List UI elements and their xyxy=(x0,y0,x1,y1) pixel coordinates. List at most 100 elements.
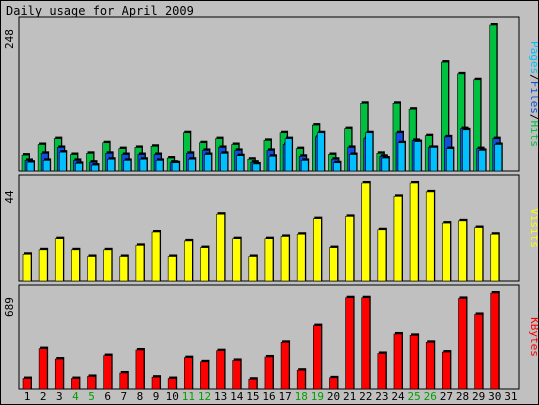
bar-visits-day-30 xyxy=(490,233,500,282)
bar-kbytes-day-29 xyxy=(474,314,483,390)
bar-visits-day-17 xyxy=(280,236,290,282)
bar-kbytes-day-12 xyxy=(200,361,209,390)
bar-visits-day-29 xyxy=(474,227,483,282)
bar-pages-day-15 xyxy=(252,163,261,172)
y-label-visits: Visits xyxy=(528,208,538,248)
bar-pages-day-9 xyxy=(155,160,164,172)
x-tick-label-day-11: 11 xyxy=(182,390,195,403)
bar-visits-day-1 xyxy=(22,253,32,282)
y-tick-max-visits: 44 xyxy=(3,190,16,204)
bar-kbytes-day-21 xyxy=(345,297,354,390)
x-tick-label-day-19: 19 xyxy=(311,390,324,403)
bar-visits-day-16 xyxy=(264,238,274,282)
bar-kbytes-day-18 xyxy=(296,369,306,390)
x-tick-label-day-4: 4 xyxy=(72,390,79,403)
bar-pages-day-3 xyxy=(58,151,67,172)
bar-visits-day-6 xyxy=(103,249,112,282)
bar-visits-day-25 xyxy=(409,182,419,282)
bar-pages-day-5 xyxy=(91,164,99,172)
bar-pages-day-8 xyxy=(139,158,148,172)
bar-visits-day-18 xyxy=(296,233,306,282)
bar-kbytes-day-20 xyxy=(329,377,338,390)
bar-pages-day-19 xyxy=(317,132,325,172)
bar-pages-day-13 xyxy=(220,153,228,172)
bar-kbytes-day-27 xyxy=(442,351,451,390)
x-tick-label-day-28: 28 xyxy=(456,390,469,403)
y-label-kbytes: KBytes xyxy=(528,317,538,357)
x-tick-label-day-8: 8 xyxy=(137,390,144,403)
bar-pages-day-17 xyxy=(284,138,293,172)
bar-kbytes-day-26 xyxy=(425,342,435,390)
x-tick-label-day-12: 12 xyxy=(198,390,211,403)
bar-visits-day-7 xyxy=(119,256,129,282)
bar-kbytes-day-17 xyxy=(280,342,290,390)
bar-visits-day-8 xyxy=(135,245,145,282)
bar-kbytes-day-8 xyxy=(135,349,145,390)
bar-visits-day-26 xyxy=(425,191,435,282)
bar-visits-day-24 xyxy=(393,196,403,282)
bar-pages-day-10 xyxy=(171,162,180,172)
x-tick-label-day-9: 9 xyxy=(153,390,160,403)
x-tick-label-day-31: 31 xyxy=(504,390,517,403)
bar-kbytes-day-3 xyxy=(54,358,64,390)
bar-pages-day-18 xyxy=(300,160,309,172)
bar-kbytes-day-9 xyxy=(151,376,161,390)
x-tick-label-day-13: 13 xyxy=(214,390,227,403)
x-tick-label-day-3: 3 xyxy=(56,390,63,403)
bar-pages-day-24 xyxy=(397,142,406,172)
x-tick-label-day-5: 5 xyxy=(88,390,95,403)
bar-pages-day-6 xyxy=(107,158,115,172)
y-tick-max-kbytes: 689 xyxy=(3,297,16,317)
bar-visits-day-20 xyxy=(329,247,338,282)
bar-pages-day-4 xyxy=(75,163,83,172)
bar-kbytes-day-28 xyxy=(458,298,467,390)
bar-kbytes-day-10 xyxy=(167,378,177,390)
x-tick-label-day-18: 18 xyxy=(295,390,308,403)
bar-pages-day-26 xyxy=(429,147,438,172)
bar-pages-day-16 xyxy=(268,155,277,172)
bar-kbytes-day-13 xyxy=(216,350,225,390)
y-label-part: / xyxy=(528,114,538,121)
bar-pages-day-11 xyxy=(187,158,196,172)
bar-pages-day-14 xyxy=(236,155,244,172)
bar-kbytes-day-11 xyxy=(183,357,193,390)
bar-visits-day-21 xyxy=(345,216,354,282)
x-tick-label-day-27: 27 xyxy=(440,390,453,403)
bar-visits-day-28 xyxy=(458,220,467,282)
x-tick-label-day-29: 29 xyxy=(472,390,485,403)
bar-kbytes-day-24 xyxy=(393,333,403,390)
bar-visits-day-3 xyxy=(54,238,64,282)
bar-kbytes-day-6 xyxy=(103,355,112,390)
bar-kbytes-day-30 xyxy=(490,292,500,390)
bar-visits-day-22 xyxy=(361,182,371,282)
bar-visits-day-11 xyxy=(183,240,193,282)
x-tick-label-day-20: 20 xyxy=(327,390,340,403)
bar-kbytes-day-16 xyxy=(264,356,274,390)
x-tick-label-day-10: 10 xyxy=(166,390,179,403)
x-tick-label-day-26: 26 xyxy=(424,390,437,403)
y-label-part: Hits xyxy=(528,121,538,148)
bar-pages-day-29 xyxy=(478,150,486,172)
bar-pages-day-7 xyxy=(123,160,132,172)
bar-visits-day-19 xyxy=(313,218,322,282)
x-tick-label-day-16: 16 xyxy=(262,390,275,403)
bar-visits-day-9 xyxy=(151,231,161,282)
bar-pages-day-27 xyxy=(446,148,454,172)
x-tick-label-day-23: 23 xyxy=(375,390,388,403)
x-tick-label-day-21: 21 xyxy=(343,390,356,403)
bar-visits-day-14 xyxy=(232,238,241,282)
bar-kbytes-day-4 xyxy=(71,378,80,390)
y-label-part: Pages xyxy=(528,41,538,74)
bar-kbytes-day-19 xyxy=(313,325,322,390)
bar-kbytes-day-14 xyxy=(232,360,241,390)
y-label-part: Files xyxy=(528,81,538,114)
x-tick-label-day-17: 17 xyxy=(279,390,292,403)
bar-pages-day-21 xyxy=(349,154,357,172)
bar-visits-day-5 xyxy=(87,256,96,282)
bar-pages-day-30 xyxy=(494,144,503,172)
bar-visits-day-2 xyxy=(38,249,48,282)
bar-kbytes-day-23 xyxy=(377,353,387,390)
x-tick-label-day-2: 2 xyxy=(40,390,47,403)
